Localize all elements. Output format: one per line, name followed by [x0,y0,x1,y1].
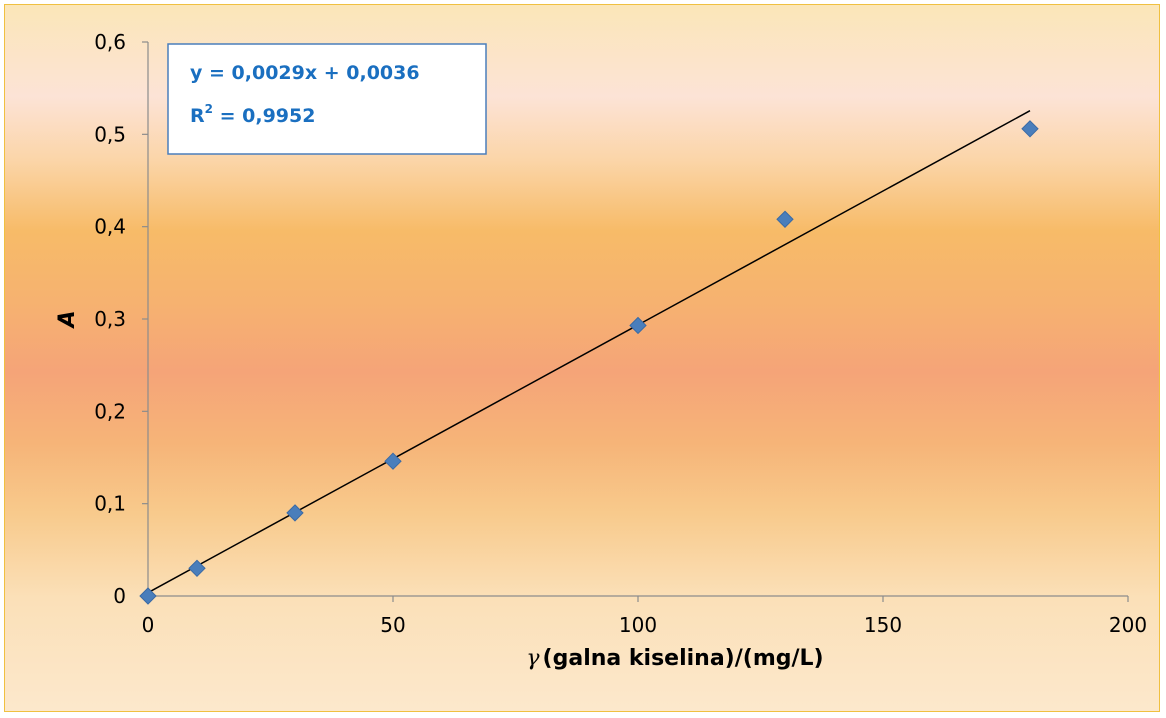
y-tick-label: 0 [113,584,126,608]
x-ticks: 0 50 100 150 200 [142,596,1147,637]
data-point [384,452,402,470]
x-tick-label: 50 [380,613,405,637]
data-point [286,504,304,522]
data-points [139,120,1039,605]
y-tick-label: 0,1 [94,492,126,516]
y-tick-label: 0,6 [94,30,126,54]
data-point [1021,120,1039,138]
trendline-equation: y = 0,0029x + 0,0036 [190,62,420,84]
y-axis-title: A [55,310,80,329]
x-tick-label: 200 [1109,613,1147,637]
x-axis-title: γ (galna kiselina)/(mg/L) [526,646,823,671]
y-ticks: 0 0,1 0,2 0,3 0,4 0,5 0,6 [94,30,148,608]
trendline [147,110,1031,594]
data-point [188,559,206,578]
equation-box: y = 0,0029x + 0,0036 R2 = 0,9952 [167,43,487,155]
data-point [776,210,794,228]
x-tick-label: 0 [142,613,155,637]
y-tick-label: 0,4 [94,215,126,239]
y-tick-label: 0,2 [94,399,126,423]
data-point [629,316,647,335]
data-point [139,587,157,605]
x-tick-label: 150 [864,613,902,637]
x-tick-label: 100 [619,613,657,637]
y-tick-label: 0,3 [94,307,126,331]
r-squared-label: R2 = 0,9952 [190,102,315,127]
y-tick-label: 0,5 [94,122,126,146]
